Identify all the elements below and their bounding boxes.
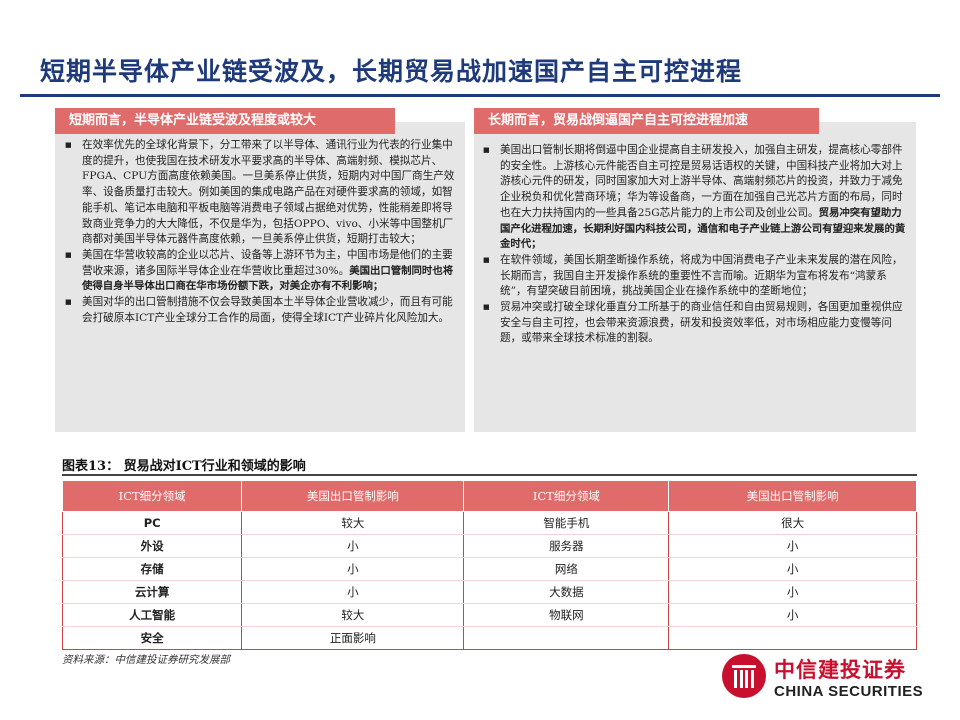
table-cell: 很大 <box>668 511 917 535</box>
right-bullet-item: 贸易冲突或打破全球化垂直分工所基于的商业信任和自由贸易规则，各国更加重视供应安全… <box>480 300 910 347</box>
bullet-text: 美国对华的出口管制措施不仅会导致美国本土半导体企业营收减少，而且有可能会打破原本… <box>82 296 453 324</box>
page-title: 短期半导体产业链受波及，长期贸易战加速国产自主可控进程 <box>40 57 743 86</box>
right-panel-heading: 长期而言，贸易战倒逼国产自主可控进程加速 <box>474 108 819 134</box>
logo-english-name: CHINA SECURITIES <box>774 683 924 700</box>
table-cell: PC <box>61 511 243 535</box>
bullet-text: 在软件领域，美国长期垄断操作系统，将成为中国消费电子产业未来发展的潜在风险，长期… <box>500 253 903 298</box>
table-cell: 人工智能 <box>61 603 243 627</box>
right-bullet-item: 美国出口管制长期将倒逼中国企业提高自主研发投入，加强自主研发，提高核心零部件的安… <box>480 143 910 253</box>
left-bullet-item: 在效率优先的全球化背景下，分工带来了以半导体、通讯行业为代表的行业集中度的提升，… <box>62 138 460 248</box>
table-cell: 物联网 <box>463 603 670 627</box>
column-header: 美国出口管制影响 <box>241 480 465 512</box>
title-divider <box>20 94 940 97</box>
table-row: 安全 正面影响 <box>61 626 917 650</box>
table-cell <box>668 626 917 650</box>
table-row: 人工智能 较大 物联网 小 <box>61 603 917 627</box>
table-cell: 安全 <box>61 626 243 650</box>
table-cell: 存储 <box>61 557 243 581</box>
ict-impact-table: ICT细分领域 美国出口管制影响 ICT细分领域 美国出口管制影响 PC 较大 … <box>61 480 917 650</box>
bullet-emphasis: 贸易冲突有望助力国产化进程加速，长期利好国内科技公司，通信和电子产业链上游公司有… <box>500 206 906 251</box>
table-cell: 小 <box>241 580 465 604</box>
table-cell: 正面影响 <box>241 626 465 650</box>
column-header: 美国出口管制影响 <box>668 480 917 512</box>
left-bullet-item: 美国对华的出口管制措施不仅会导致美国本土半导体企业营收减少，而且有可能会打破原本… <box>62 295 460 326</box>
table-cell: 智能手机 <box>463 511 670 535</box>
table-row: PC 较大 智能手机 很大 <box>61 511 917 535</box>
left-panel-heading: 短期而言，半导体产业链受波及程度或较大 <box>55 108 395 134</box>
table-header-row: ICT细分领域 美国出口管制影响 ICT细分领域 美国出口管制影响 <box>61 480 917 512</box>
bullet-text: 在效率优先的全球化背景下，分工带来了以半导体、通讯行业为代表的行业集中度的提升，… <box>82 139 455 246</box>
table-cell: 较大 <box>241 603 465 627</box>
left-bullet-item: 美国在华营收较高的企业以芯片、设备等上游环节为主，中国市场是他们的主要营收来源，… <box>62 248 460 295</box>
table-cell: 网络 <box>463 557 670 581</box>
table-cell: 小 <box>668 603 917 627</box>
table-cell: 服务器 <box>463 534 670 558</box>
left-bullet-list: 在效率优先的全球化背景下，分工带来了以半导体、通讯行业为代表的行业集中度的提升，… <box>62 138 460 326</box>
column-header: ICT细分领域 <box>61 480 243 512</box>
table-cell: 小 <box>668 580 917 604</box>
figure-divider <box>62 474 917 476</box>
table-cell: 小 <box>668 557 917 581</box>
table-cell: 外设 <box>61 534 243 558</box>
company-logo: 中信建投证券 CHINA SECURITIES <box>722 652 924 704</box>
logo-chinese-name: 中信建投证券 <box>774 658 906 682</box>
source-note: 资料来源：中信建投证券研究发展部 <box>62 654 230 666</box>
table-cell: 小 <box>241 557 465 581</box>
table-row: 外设 小 服务器 小 <box>61 534 917 558</box>
column-header: ICT细分领域 <box>463 480 670 512</box>
table-row: 存储 小 网络 小 <box>61 557 917 581</box>
citic-logo-icon <box>722 654 766 698</box>
table-cell: 较大 <box>241 511 465 535</box>
table-row: 云计算 小 大数据 小 <box>61 580 917 604</box>
table-cell <box>463 626 670 650</box>
table-cell: 大数据 <box>463 580 670 604</box>
right-bullet-list: 美国出口管制长期将倒逼中国企业提高自主研发投入，加强自主研发，提高核心零部件的安… <box>480 143 910 347</box>
bullet-text: 美国出口管制长期将倒逼中国企业提高自主研发投入，加强自主研发，提高核心零部件的安… <box>500 144 903 219</box>
table-cell: 小 <box>668 534 917 558</box>
table-cell: 小 <box>241 534 465 558</box>
bullet-text: 贸易冲突或打破全球化垂直分工所基于的商业信任和自由贸易规则，各国更加重视供应安全… <box>500 301 903 345</box>
table-cell: 云计算 <box>61 580 243 604</box>
figure-caption: 图表13： 贸易战对ICT行业和领域的影响 <box>62 459 306 474</box>
bullet-text: 美国在华营收较高的企业以芯片、设备等上游环节为主，中国市场是他们的主要营收来源，… <box>82 248 453 277</box>
right-bullet-item: 在软件领域，美国长期垄断操作系统，将成为中国消费电子产业未来发展的潜在风险，长期… <box>480 253 910 300</box>
bullet-emphasis: 美国出口管制同时也将使得自身半导体出口商在华市场份额下跌，对美企亦有不利影响； <box>82 264 454 293</box>
